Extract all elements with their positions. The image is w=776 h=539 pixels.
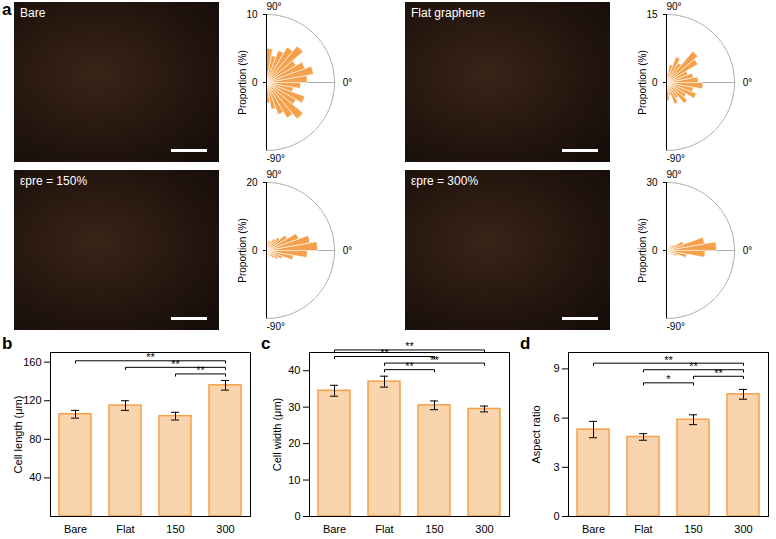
svg-text:Bare: Bare bbox=[64, 523, 87, 535]
svg-text:-90°: -90° bbox=[667, 321, 685, 332]
html-text:c: c bbox=[261, 334, 271, 353]
svg-text:80: 80 bbox=[29, 433, 41, 445]
html-text:Flat graphene: Flat graphene bbox=[411, 6, 486, 20]
svg-text:150: 150 bbox=[425, 523, 443, 535]
svg-text:**: ** bbox=[405, 340, 414, 352]
svg-text:0: 0 bbox=[652, 77, 658, 88]
svg-text:**: ** bbox=[380, 347, 389, 359]
svg-text:Proportion (%): Proportion (%) bbox=[637, 218, 648, 282]
svg-text:Proportion (%): Proportion (%) bbox=[637, 50, 648, 114]
svg-text:-90°: -90° bbox=[267, 153, 285, 164]
svg-text:90°: 90° bbox=[267, 169, 282, 180]
svg-text:300: 300 bbox=[216, 523, 234, 535]
svg-text:3: 3 bbox=[553, 461, 559, 473]
svg-text:**: ** bbox=[664, 354, 673, 366]
svg-text:0: 0 bbox=[294, 510, 300, 522]
svg-text:0: 0 bbox=[252, 245, 258, 256]
svg-text:Bare: Bare bbox=[323, 523, 346, 535]
svg-text:90°: 90° bbox=[667, 1, 682, 12]
svg-text:150: 150 bbox=[166, 523, 184, 535]
svg-text:*: * bbox=[666, 373, 671, 385]
svg-text:300: 300 bbox=[734, 523, 752, 535]
html-text:εpre = 150%: εpre = 150% bbox=[20, 174, 88, 188]
svg-text:0°: 0° bbox=[743, 77, 753, 88]
svg-text:Flat: Flat bbox=[634, 523, 652, 535]
svg-text:40: 40 bbox=[288, 364, 300, 376]
svg-text:Flat: Flat bbox=[116, 523, 134, 535]
svg-text:Bare: Bare bbox=[582, 523, 605, 535]
svg-text:0: 0 bbox=[553, 510, 559, 522]
svg-text:15: 15 bbox=[646, 9, 658, 20]
html-text:a: a bbox=[2, 0, 12, 19]
html-text:d: d bbox=[520, 334, 531, 353]
svg-text:300: 300 bbox=[475, 523, 493, 535]
svg-text:Cell length (μm): Cell length (μm) bbox=[12, 396, 24, 474]
svg-text:90°: 90° bbox=[667, 169, 682, 180]
svg-text:**: ** bbox=[171, 358, 180, 370]
svg-text:40: 40 bbox=[29, 471, 41, 483]
svg-text:30: 30 bbox=[646, 177, 658, 188]
svg-text:20: 20 bbox=[288, 437, 300, 449]
svg-text:150: 150 bbox=[684, 523, 702, 535]
svg-text:Flat: Flat bbox=[375, 523, 393, 535]
svg-text:120: 120 bbox=[23, 394, 41, 406]
html-text:b: b bbox=[2, 334, 13, 353]
svg-text:90°: 90° bbox=[267, 1, 282, 12]
svg-text:**: ** bbox=[196, 364, 205, 376]
svg-text:Cell width (μm): Cell width (μm) bbox=[271, 398, 283, 472]
svg-text:-90°: -90° bbox=[667, 153, 685, 164]
svg-text:**: ** bbox=[146, 351, 155, 363]
svg-text:0°: 0° bbox=[743, 245, 753, 256]
svg-text:10: 10 bbox=[288, 474, 300, 486]
svg-text:Proportion (%): Proportion (%) bbox=[237, 218, 248, 282]
svg-text:0°: 0° bbox=[343, 77, 353, 88]
svg-text:10: 10 bbox=[246, 9, 258, 20]
svg-text:**: ** bbox=[430, 354, 439, 366]
svg-text:0: 0 bbox=[652, 245, 658, 256]
svg-text:20: 20 bbox=[246, 177, 258, 188]
svg-text:Proportion (%): Proportion (%) bbox=[237, 50, 248, 114]
svg-text:160: 160 bbox=[23, 356, 41, 368]
svg-text:**: ** bbox=[689, 360, 698, 372]
svg-text:-90°: -90° bbox=[267, 321, 285, 332]
html-text:Bare: Bare bbox=[20, 6, 46, 20]
svg-text:0: 0 bbox=[252, 77, 258, 88]
svg-text:30: 30 bbox=[288, 401, 300, 413]
svg-text:Aspect ratio: Aspect ratio bbox=[530, 405, 542, 463]
svg-text:0°: 0° bbox=[343, 245, 353, 256]
svg-text:**: ** bbox=[405, 360, 414, 372]
svg-text:**: ** bbox=[714, 367, 723, 379]
svg-text:9: 9 bbox=[553, 362, 559, 374]
svg-text:6: 6 bbox=[553, 412, 559, 424]
html-text:εpre = 300%: εpre = 300% bbox=[411, 174, 479, 188]
